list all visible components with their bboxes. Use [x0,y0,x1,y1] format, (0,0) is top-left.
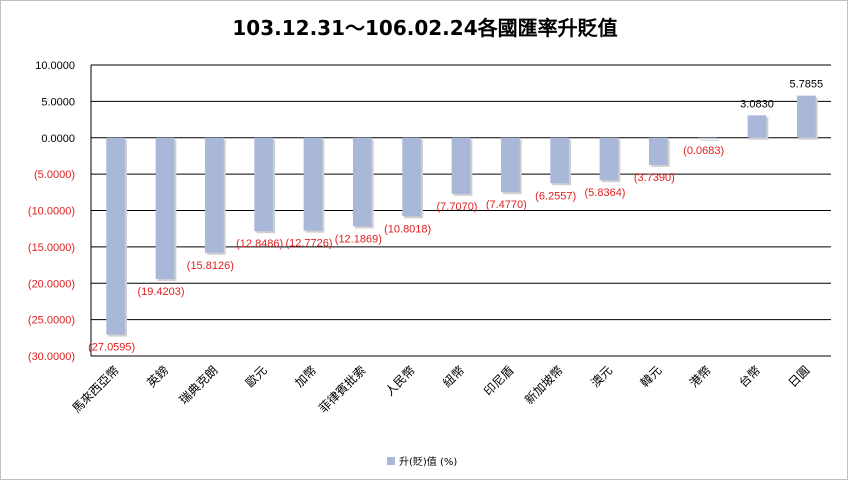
data-label: (12.7726) [285,238,332,250]
y-tick-label: 5.0000 [41,96,75,108]
data-label: (12.1869) [335,233,382,245]
x-tick-label: 英鎊 [144,363,172,391]
y-tick-label: (15.0000) [28,242,75,254]
y-tick-label: (10.0000) [28,206,75,218]
data-label: (27.0595) [88,342,135,354]
legend: 升(貶)值 (%) [387,455,457,468]
data-label: 5.7855 [790,79,824,91]
y-tick-label: (30.0000) [28,351,75,363]
data-label: (7.7070) [437,201,478,213]
data-label: (5.8364) [585,187,626,199]
bar [303,137,323,231]
x-tick-label: 菲律賓批索 [315,363,368,416]
chart-title: 103.12.31～106.02.24各國匯率升貶值 [232,16,617,40]
bar [352,137,372,227]
bar [698,137,718,139]
data-label: (10.8018) [384,223,431,235]
data-label: (3.7390) [634,172,675,184]
bar [155,137,175,280]
x-tick-label: 印尼盾 [481,363,516,398]
y-tick-label: 10.0000 [35,60,75,72]
bar [106,137,126,335]
y-axis-ticks: 10.0000 5.0000 0.0000 (5.0000) (10.0000) (15.… [28,60,75,363]
y-tick-label: 0.0000 [41,133,75,145]
bar [550,137,570,184]
x-tick-label: 加幣 [292,363,319,390]
x-tick-label: 台幣 [736,363,764,391]
bar [599,137,619,181]
bar [204,137,224,253]
x-tick-label: 紐幣 [440,363,467,390]
bar [648,137,668,165]
x-tick-label: 新加坡幣 [521,363,566,408]
x-tick-label: 韓元 [638,363,665,390]
legend-swatch [387,457,395,465]
y-tick-label: (25.0000) [28,315,75,327]
bar-shadow [700,139,720,141]
data-label: (12.8486) [236,238,283,250]
x-tick-label: 澳元 [588,363,615,390]
legend-label: 升(貶)值 (%) [399,455,457,468]
x-tick-label: 馬來西亞幣 [69,363,121,415]
bar [500,137,520,193]
data-label: (0.0683) [683,145,724,157]
x-tick-label: 港幣 [687,363,714,390]
data-label: (19.4203) [137,286,184,298]
data-label: (15.8126) [187,260,234,272]
y-tick-label: (5.0000) [34,169,75,181]
bars [106,95,818,337]
bar [796,95,816,138]
x-tick-label: 人民幣 [382,363,417,398]
bar [254,137,274,232]
data-labels: (27.0595)(19.4203)(15.8126)(12.8486) (12.… [88,79,823,354]
data-label: 3.0830 [740,98,774,110]
x-tick-label: 瑞典克朗 [177,363,221,407]
data-label: (6.2557) [535,190,576,202]
bar [451,137,471,194]
x-tick-label: 歐元 [242,363,270,391]
y-tick-label: (20.0000) [28,278,75,290]
x-tick-label: 日圓 [786,363,813,390]
data-label: (7.4770) [486,199,527,211]
bar [747,115,767,138]
bar [402,137,422,217]
